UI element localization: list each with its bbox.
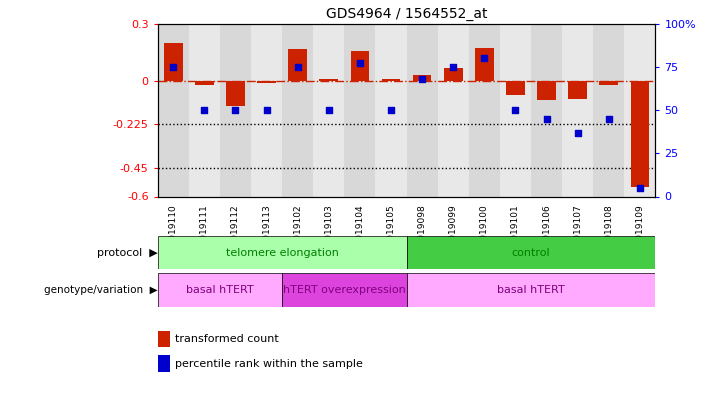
Point: [199, 107, 210, 113]
Point: [168, 64, 179, 70]
Text: genotype/variation  ▶: genotype/variation ▶: [44, 285, 158, 295]
Bar: [158, 355, 170, 372]
Text: control: control: [512, 248, 550, 257]
Point: [292, 64, 304, 70]
Bar: [475, 48, 494, 81]
Bar: [407, 24, 437, 196]
Bar: [164, 43, 182, 81]
Point: [510, 107, 521, 113]
Bar: [220, 24, 251, 196]
Bar: [158, 273, 282, 307]
Bar: [350, 51, 369, 81]
Bar: [381, 79, 400, 81]
Text: telomere elongation: telomere elongation: [226, 248, 339, 257]
Bar: [625, 24, 655, 196]
Text: basal hTERT: basal hTERT: [497, 285, 565, 295]
Text: protocol  ▶: protocol ▶: [97, 248, 158, 257]
Bar: [313, 24, 344, 196]
Bar: [444, 68, 463, 81]
Bar: [251, 24, 282, 196]
Bar: [226, 81, 245, 106]
Text: basal hTERT: basal hTERT: [186, 285, 254, 295]
Bar: [407, 273, 655, 307]
Bar: [282, 273, 407, 307]
Bar: [630, 81, 649, 187]
Bar: [257, 81, 276, 83]
Bar: [195, 81, 214, 85]
Point: [603, 116, 614, 122]
Point: [448, 64, 459, 70]
Bar: [469, 24, 500, 196]
Bar: [500, 24, 531, 196]
Bar: [320, 79, 338, 81]
Point: [541, 116, 552, 122]
Point: [479, 55, 490, 61]
Text: hTERT overexpression: hTERT overexpression: [283, 285, 406, 295]
Bar: [407, 236, 655, 269]
Bar: [413, 75, 431, 81]
Point: [354, 60, 365, 66]
Text: transformed count: transformed count: [175, 334, 279, 344]
Point: [323, 107, 334, 113]
Bar: [562, 24, 593, 196]
Bar: [158, 236, 407, 269]
Bar: [189, 24, 220, 196]
Bar: [282, 24, 313, 196]
Bar: [376, 24, 407, 196]
Bar: [158, 331, 170, 347]
Bar: [437, 24, 469, 196]
Bar: [599, 81, 618, 85]
Bar: [288, 49, 307, 81]
Bar: [593, 24, 625, 196]
Point: [634, 185, 646, 191]
Point: [230, 107, 241, 113]
Bar: [506, 81, 525, 95]
Title: GDS4964 / 1564552_at: GDS4964 / 1564552_at: [326, 7, 487, 21]
Bar: [158, 24, 189, 196]
Point: [416, 76, 428, 82]
Point: [386, 107, 397, 113]
Bar: [344, 24, 376, 196]
Text: percentile rank within the sample: percentile rank within the sample: [175, 358, 363, 369]
Bar: [569, 81, 587, 99]
Point: [261, 107, 272, 113]
Bar: [531, 24, 562, 196]
Point: [572, 129, 583, 136]
Bar: [537, 81, 556, 101]
